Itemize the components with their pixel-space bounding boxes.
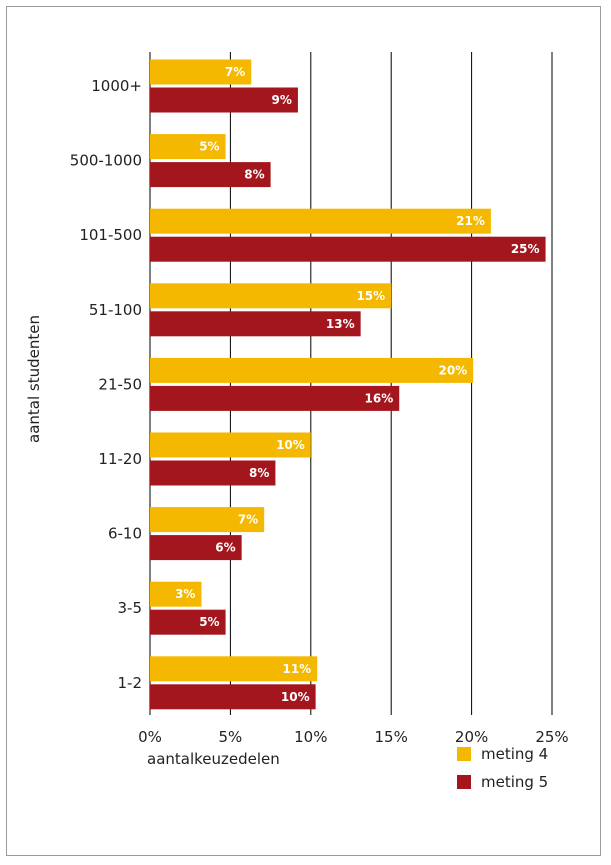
x-axis-label: aantalkeuzedelen <box>147 750 280 768</box>
bar <box>150 162 271 188</box>
bar-value-label: 25% <box>511 242 540 256</box>
bar-value-label: 13% <box>326 317 355 331</box>
legend-swatch <box>457 747 471 761</box>
bar <box>150 460 276 486</box>
category-label: 51-100 <box>89 301 142 319</box>
bar-value-label: 11% <box>282 662 311 676</box>
bar <box>150 357 474 383</box>
x-tick-label: 0% <box>138 728 162 746</box>
bar <box>150 535 242 561</box>
bar-value-label: 21% <box>456 214 485 228</box>
bar-value-label: 9% <box>272 93 292 107</box>
x-tick-label: 20% <box>455 728 488 746</box>
category-label: 500-1000 <box>70 152 142 170</box>
bar-value-label: 7% <box>225 65 245 79</box>
bar <box>150 59 252 85</box>
bar-value-label: 20% <box>438 363 467 377</box>
bar <box>150 656 318 682</box>
x-tick-label: 10% <box>294 728 327 746</box>
category-label: 11-20 <box>98 450 142 468</box>
bar-value-label: 15% <box>356 289 385 303</box>
category-label: 1000+ <box>91 77 142 95</box>
x-tick-label: 25% <box>535 728 568 746</box>
category-label: 1-2 <box>118 674 143 692</box>
bar-value-label: 16% <box>365 391 394 405</box>
legend: meting 4 meting 5 <box>457 745 548 791</box>
legend-swatch <box>457 775 471 789</box>
bar <box>150 385 400 411</box>
x-tick-label: 15% <box>375 728 408 746</box>
category-label: 3-5 <box>118 599 143 617</box>
y-axis-label: aantal studenten <box>25 315 43 443</box>
bar <box>150 581 202 607</box>
bar <box>150 208 491 234</box>
chart-frame: 7% 9% 5% 8% 21% 25% 15% 13% 20% 16% 10% 8% 7% 6% 3% 5% 1… <box>6 6 601 856</box>
category-label: 101-500 <box>79 226 142 244</box>
category-label: 21-50 <box>98 375 142 393</box>
bar-value-label: 10% <box>276 438 305 452</box>
legend-entry: meting 4 <box>481 745 548 763</box>
category-label: 6-10 <box>108 525 142 543</box>
bar-value-label: 8% <box>249 466 269 480</box>
bar-value-label: 7% <box>238 513 258 527</box>
category-labels: 1000+ 500-1000 101-500 51-100 21-50 11-20 6-10… <box>70 77 142 692</box>
bar <box>150 87 298 113</box>
bar-value-label: 5% <box>199 140 219 154</box>
bar <box>150 432 311 458</box>
bar <box>150 283 392 309</box>
bar-value-label: 5% <box>199 615 219 629</box>
bars <box>150 59 546 710</box>
bar-value-label: 8% <box>244 168 264 182</box>
data-labels: 7%9%5%8%21%25%15%13%20%16%10%8%7%6%3%5%1… <box>175 65 539 704</box>
bar <box>150 134 226 160</box>
x-tick-label: 5% <box>219 728 243 746</box>
bar-value-label: 6% <box>215 541 235 555</box>
bar-value-label: 3% <box>175 587 195 601</box>
legend-entry: meting 5 <box>481 773 548 791</box>
bar <box>150 236 546 262</box>
bar <box>150 609 226 635</box>
bar <box>150 684 316 710</box>
bar <box>150 311 361 337</box>
bar <box>150 507 265 533</box>
bar-value-label: 10% <box>281 690 310 704</box>
bar-chart: 7%9%5%8%21%25%15%13%20%16%10%8%7%6%3%5%1… <box>25 52 569 791</box>
x-tick-labels: 0% 5% 10% 15% 20% 25% <box>138 728 569 746</box>
